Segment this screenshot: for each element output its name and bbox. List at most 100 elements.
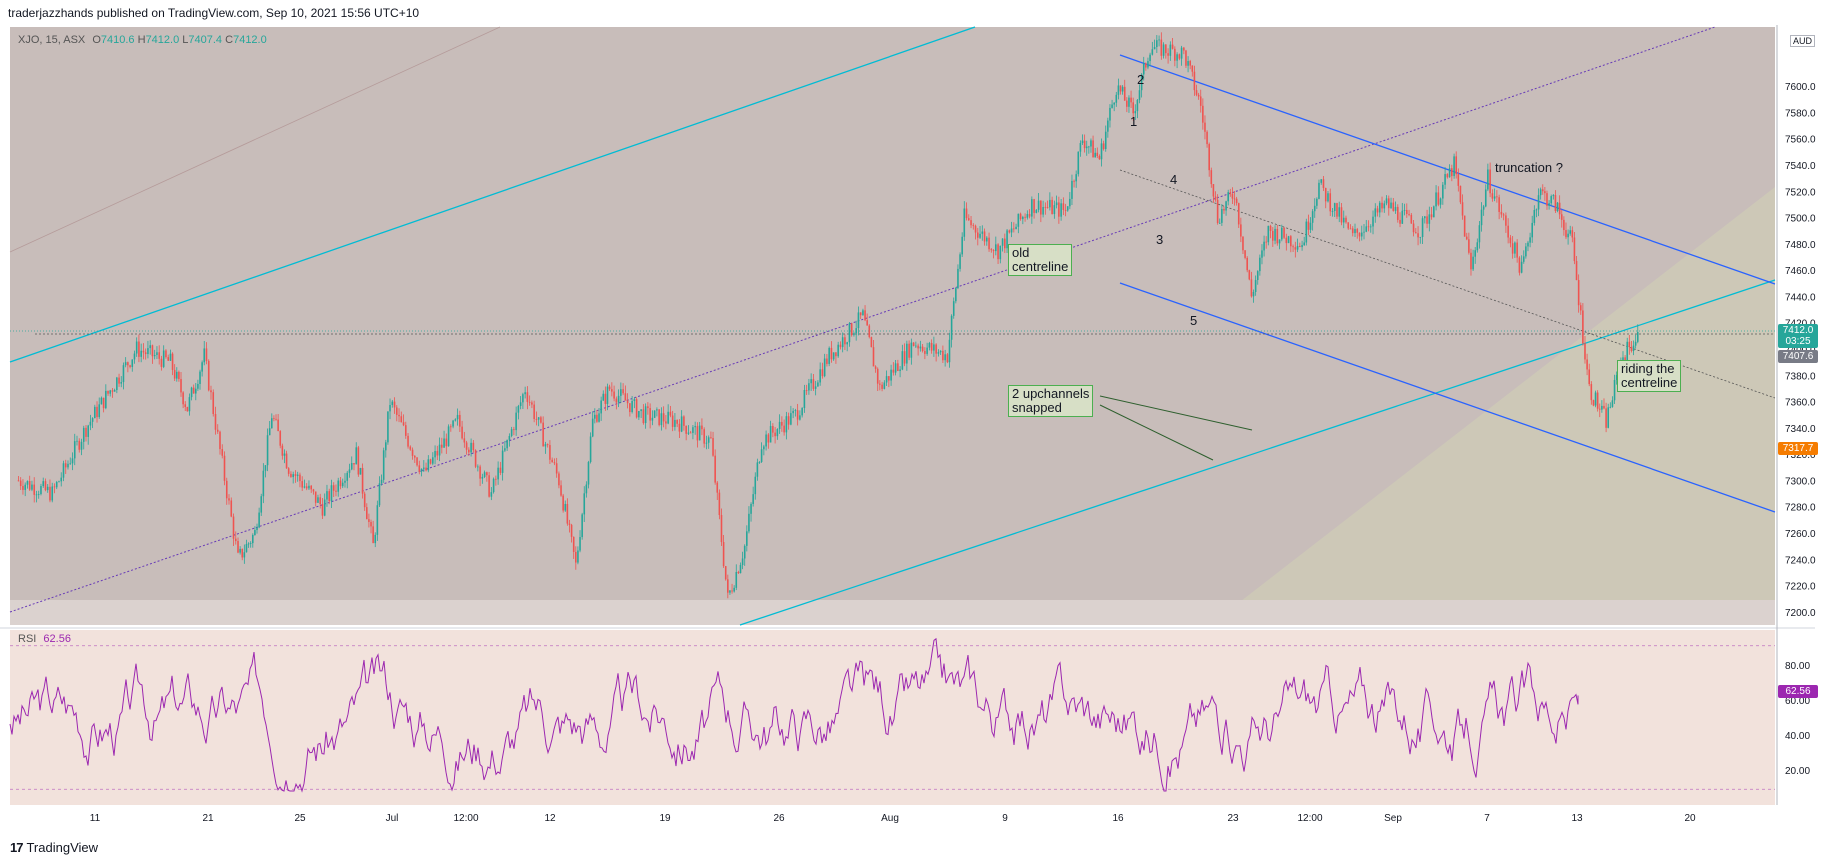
candle-body	[197, 383, 199, 389]
candle-body	[160, 358, 163, 367]
candle-body	[305, 486, 308, 489]
candle-body	[741, 558, 744, 565]
candle-body	[1399, 219, 1401, 224]
x-tick-label: Aug	[881, 813, 899, 824]
candle-body	[418, 465, 421, 472]
candle-body	[611, 389, 613, 392]
last-price: 7412.0	[1782, 325, 1814, 336]
candle-body	[359, 467, 362, 475]
candle-body	[393, 401, 396, 408]
candle-body	[513, 429, 515, 431]
truncation-note[interactable]: truncation ?	[1495, 160, 1563, 175]
candle-body	[303, 486, 306, 488]
candle-body	[626, 400, 629, 404]
candle-body	[1221, 208, 1223, 223]
candle-body	[743, 545, 746, 559]
candles	[17, 32, 1639, 599]
candle-body	[129, 365, 131, 367]
candle-body	[456, 414, 459, 420]
candle-body	[1313, 205, 1316, 212]
candle-body	[963, 208, 966, 237]
candle-body	[528, 401, 531, 403]
rsi-line	[9, 637, 1579, 793]
candle-body	[1622, 357, 1624, 363]
candle-body	[382, 450, 385, 480]
candle-body	[1231, 193, 1234, 199]
candle-body	[1028, 214, 1031, 217]
candle-body	[930, 342, 933, 351]
candle-body	[600, 400, 602, 414]
candle-body	[273, 418, 275, 420]
candle-body	[906, 343, 908, 364]
wave-label-5[interactable]: 5	[1190, 313, 1198, 328]
callout-line	[1099, 395, 1253, 431]
candle-body	[908, 343, 910, 358]
rsi-legend[interactable]: RSI 62.56	[18, 633, 71, 645]
candle-body	[175, 371, 178, 379]
candle-body	[549, 445, 551, 460]
candle-body	[594, 414, 596, 419]
candle-body	[1342, 217, 1345, 223]
candle-body	[1347, 222, 1350, 229]
candle-body	[537, 417, 540, 420]
candle-body	[378, 483, 381, 506]
candle-body	[933, 344, 935, 351]
candle-body	[1478, 225, 1481, 243]
candle-body	[58, 481, 60, 483]
candle-body	[1248, 270, 1251, 280]
candle-body	[260, 496, 263, 513]
alert-price-tag[interactable]: 7317.7	[1778, 442, 1818, 455]
candle-body	[615, 398, 618, 403]
candle-body	[1299, 246, 1301, 248]
candle-body	[1392, 202, 1395, 211]
upper-upchannel-line	[9, 26, 976, 363]
candle-body	[474, 450, 477, 467]
x-tick-label: 9	[1002, 813, 1008, 824]
candle-body	[1387, 198, 1390, 209]
candle-body	[423, 467, 425, 469]
x-tick-label: 23	[1227, 813, 1239, 824]
candle-body	[1459, 185, 1462, 203]
candle-body	[1369, 226, 1372, 228]
candle-body	[98, 404, 101, 418]
candle-body	[598, 413, 600, 422]
currency-badge[interactable]: AUD	[1790, 35, 1816, 47]
candle-body	[912, 342, 915, 346]
y-tick-label: 7500.0	[1785, 214, 1816, 225]
wave-label-2[interactable]: 2	[1137, 72, 1145, 87]
candle-body	[1044, 206, 1047, 208]
symbol-legend[interactable]: XJO, 15, ASX O7410.6 H7412.0 L7407.4 C74…	[18, 34, 267, 46]
candle-body	[1311, 211, 1314, 223]
candle-body	[1195, 90, 1198, 95]
candle-body	[859, 312, 862, 316]
candle-body	[409, 446, 412, 450]
candle-body	[292, 474, 294, 478]
candle-body	[575, 551, 577, 563]
old-centreline-note[interactable]: old centreline	[1008, 244, 1073, 276]
riding-centreline-note[interactable]: riding the centreline	[1617, 360, 1682, 392]
candle-body	[78, 440, 81, 450]
upchannels-note[interactable]: 2 upchannels snapped	[1008, 385, 1094, 417]
candle-body	[1281, 227, 1283, 240]
candle-body	[1537, 195, 1540, 210]
candle-body	[105, 390, 107, 409]
wave-label-4[interactable]: 4	[1170, 172, 1178, 187]
candle-body	[184, 404, 187, 407]
candle-body	[1412, 223, 1415, 233]
candle-body	[96, 406, 98, 418]
wave-label-3[interactable]: 3	[1156, 232, 1164, 247]
candle-body	[254, 530, 256, 536]
trend-channels[interactable]	[9, 26, 1776, 626]
candle-body	[1529, 237, 1531, 243]
candle-body	[551, 459, 553, 463]
candle-body	[258, 512, 260, 528]
candle-body	[420, 468, 423, 472]
candle-body	[952, 301, 955, 316]
y-tick-label: 7540.0	[1785, 161, 1816, 172]
wave-label-1[interactable]: 1	[1130, 114, 1138, 129]
candle-body	[1040, 200, 1042, 215]
candle-body	[214, 414, 217, 430]
candle-body	[1077, 151, 1080, 175]
tradingview-footer[interactable]: 17 TradingView	[10, 840, 98, 855]
